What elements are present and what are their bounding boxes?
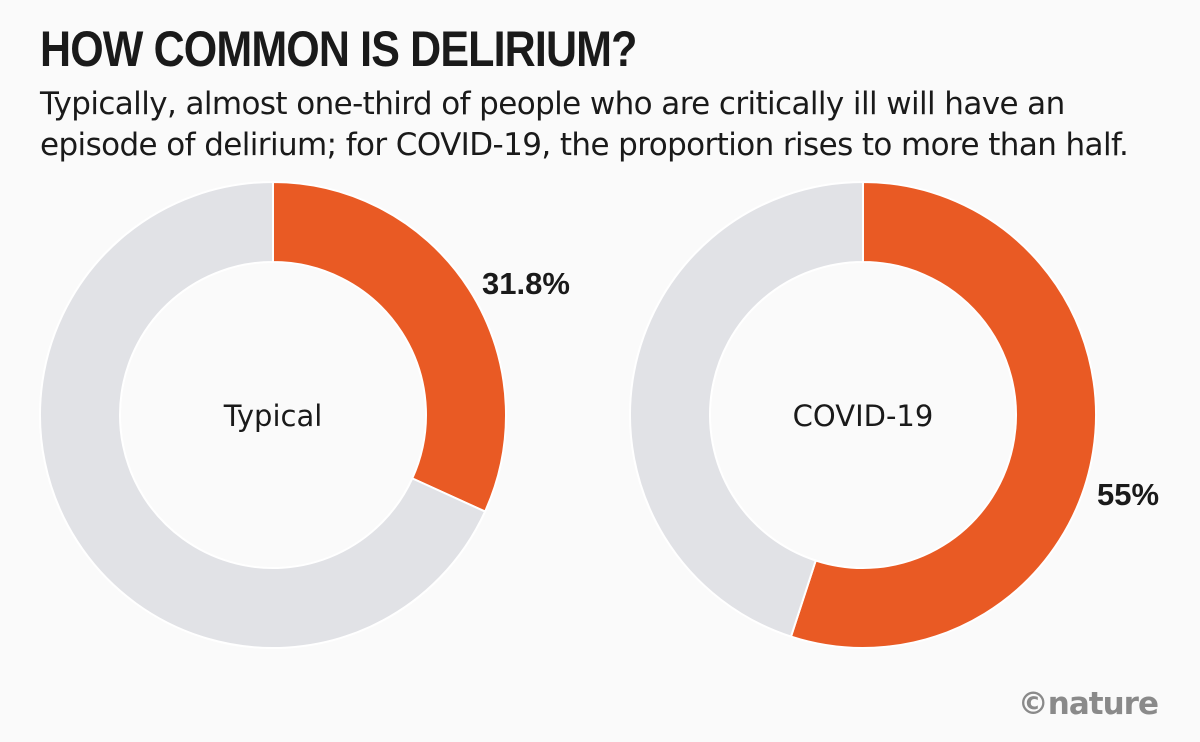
donut-0-slice-1 [39,180,487,649]
donut-1-slice-0 [789,180,1097,649]
chart-title: HOW COMMON IS DELIRIUM? [40,21,637,77]
donut-0-value-label: 31.8% [482,266,570,301]
donut-1-center-label: COVID-19 [793,399,934,433]
nature-credit: ©nature [1017,686,1159,722]
donut-1-value-label: 55% [1097,477,1159,512]
chart-subtitle: Typically, almost one-third of people wh… [40,86,1129,163]
donut-0-slice-0 [272,180,507,513]
donut-1-slice-1 [629,180,864,638]
donut-0-center-label: Typical [223,399,323,433]
